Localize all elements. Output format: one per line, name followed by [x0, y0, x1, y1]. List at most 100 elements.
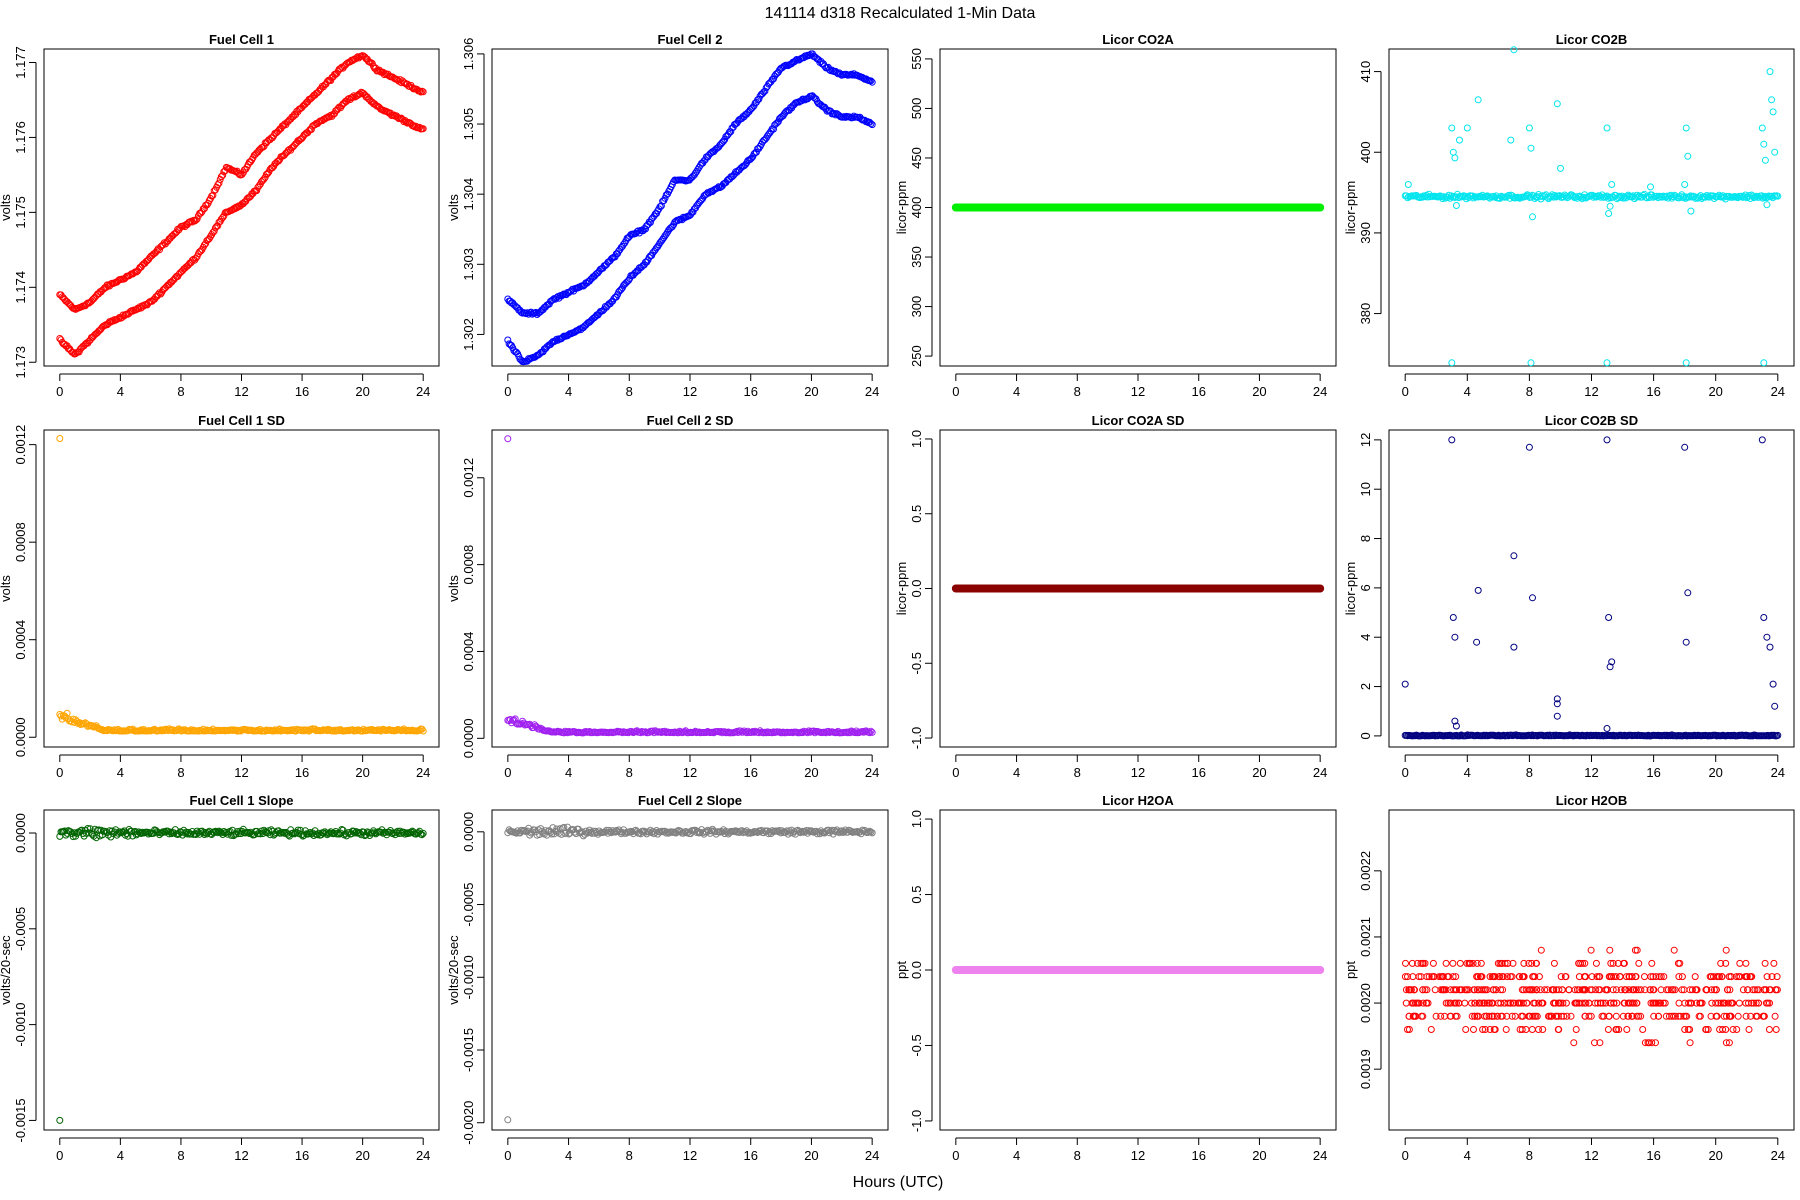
- x-tick-label: 0: [56, 1148, 63, 1163]
- outlier-point: [1769, 680, 1777, 688]
- data-points: [504, 823, 876, 1124]
- level-point: [1714, 999, 1722, 1007]
- level-point: [1585, 999, 1593, 1007]
- level-point: [1557, 973, 1565, 981]
- outlier-point: [1684, 589, 1692, 597]
- panel-co2a: Licor CO2A licor-ppm 0 4 8 12 16 20 24 250 300 350 4…: [894, 32, 1337, 399]
- y-tick-label: 1.302: [461, 318, 476, 351]
- level-point: [1647, 973, 1655, 981]
- level-point: [1517, 1012, 1525, 1020]
- slope-point: [92, 834, 100, 842]
- x-tick-label: 12: [1131, 1148, 1145, 1163]
- level-point: [1729, 1026, 1737, 1033]
- slope-point: [605, 826, 613, 834]
- y-axis-label: volts/20-sec: [446, 935, 461, 1005]
- x-tick-label: 8: [1526, 1148, 1533, 1163]
- level-point: [1404, 973, 1411, 981]
- outlier-point: [1553, 100, 1561, 108]
- level-point: [1415, 999, 1423, 1007]
- panel-title: Fuel Cell 1: [209, 32, 274, 47]
- level-point: [1724, 999, 1732, 1007]
- level-point: [1675, 999, 1683, 1007]
- level-point: [1628, 1012, 1636, 1020]
- y-axis-label: licor-ppm: [1343, 181, 1358, 234]
- level-point: [1418, 1012, 1425, 1020]
- level-point: [1691, 973, 1699, 981]
- data-points: [56, 435, 427, 735]
- level-point: [1671, 986, 1679, 994]
- series-point-lower: [553, 335, 561, 343]
- y-tick-label: 0.0022: [1358, 851, 1373, 891]
- slope-point: [561, 830, 569, 837]
- series-point-upper: [64, 299, 72, 307]
- outlier-point: [1608, 658, 1616, 666]
- level-point: [1437, 1012, 1445, 1020]
- level-point: [1713, 1012, 1721, 1020]
- series-point-lower: [220, 212, 228, 220]
- y-tick-label: -0.0005: [13, 907, 28, 951]
- outlier-point: [56, 435, 64, 442]
- level-point: [1606, 973, 1614, 981]
- x-tick-label: 0: [504, 1148, 511, 1163]
- level-point: [1446, 999, 1454, 1007]
- y-tick-label: 0.0019: [1358, 1049, 1373, 1089]
- series-point-upper: [553, 294, 561, 302]
- level-point: [1588, 986, 1596, 994]
- y-axis: 0.0000 -0.0005 -0.0010 -0.0015: [13, 813, 37, 1142]
- y-tick-label: 6: [1358, 584, 1373, 591]
- y-tick-label: 1.174: [13, 271, 28, 304]
- level-point: [1478, 999, 1486, 1007]
- level-point: [1554, 1026, 1562, 1033]
- level-point: [1649, 986, 1657, 994]
- level-point: [1500, 999, 1508, 1007]
- level-point: [1498, 1012, 1506, 1020]
- panel-co2asd: Licor CO2A SD licor-ppm 0 4 8 12 16 20 24 -1.0 -0.…: [894, 413, 1337, 780]
- outlier-point: [1766, 68, 1774, 76]
- series-point-upper: [868, 78, 876, 86]
- series-point-lower: [402, 118, 410, 126]
- level-point: [1417, 973, 1425, 981]
- level-point: [1722, 1039, 1730, 1047]
- level-point: [1646, 986, 1654, 994]
- level-point: [1720, 1012, 1728, 1020]
- y-tick-label: 500: [909, 98, 924, 120]
- level-point: [1489, 986, 1497, 994]
- level-point: [1404, 1026, 1411, 1033]
- x-tick-label: 12: [683, 384, 697, 399]
- y-axis: -1.0 -0.5 0.0 0.5 1.0: [909, 430, 933, 749]
- x-tick-label: 20: [1252, 765, 1266, 780]
- level-point: [1481, 1026, 1489, 1033]
- sd-point: [536, 725, 543, 733]
- level-point: [1401, 973, 1409, 981]
- level-point: [1545, 1012, 1552, 1020]
- y-tick-label: 0.0021: [1358, 917, 1373, 957]
- level-point: [1637, 1012, 1645, 1020]
- outlier-point: [1769, 108, 1777, 116]
- outlier-point: [1603, 124, 1611, 132]
- outlier-point: [1449, 614, 1457, 621]
- y-tick-label: 2: [1358, 683, 1373, 690]
- level-point: [1560, 1012, 1568, 1020]
- level-point: [1432, 1012, 1440, 1020]
- level-point: [1632, 973, 1639, 981]
- x-tick-label: 24: [1771, 765, 1785, 780]
- series-point-upper: [301, 100, 309, 108]
- level-point: [1541, 986, 1549, 994]
- level-point: [1419, 959, 1427, 967]
- x-tick-label: 8: [177, 1148, 184, 1163]
- panel-fc2slope: Fuel Cell 2 Slope volts/20-sec 0 4 8 12 16 20 24…: [446, 793, 889, 1163]
- plot-frame: [1388, 48, 1795, 367]
- slope-point: [783, 827, 791, 835]
- level-point: [1712, 986, 1720, 994]
- level-point: [1559, 986, 1566, 994]
- y-tick-label: 390: [1358, 222, 1373, 244]
- level-point: [1734, 1012, 1742, 1020]
- series-point-upper: [620, 240, 628, 248]
- level-point: [1717, 999, 1725, 1007]
- series-point-upper: [593, 270, 601, 277]
- level-point: [1742, 1012, 1750, 1020]
- level-point: [1471, 1012, 1479, 1020]
- slope-point: [305, 830, 313, 838]
- plot-frame: [43, 809, 440, 1131]
- outlier-point: [1682, 638, 1690, 646]
